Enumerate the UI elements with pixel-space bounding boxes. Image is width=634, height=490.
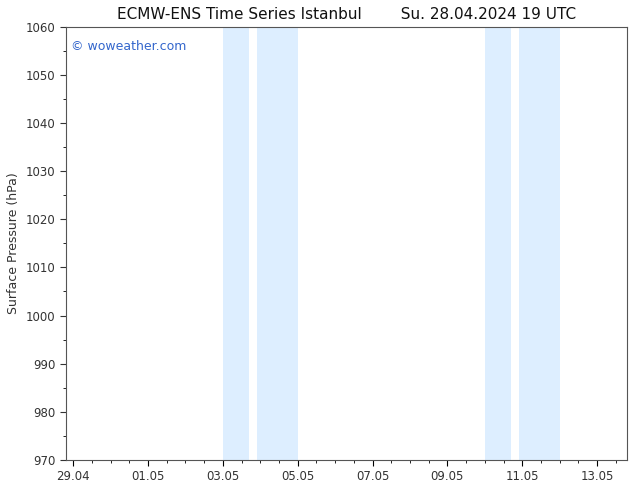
Y-axis label: Surface Pressure (hPa): Surface Pressure (hPa) xyxy=(7,172,20,314)
Title: ECMW-ENS Time Series Istanbul        Su. 28.04.2024 19 UTC: ECMW-ENS Time Series Istanbul Su. 28.04.… xyxy=(117,7,576,22)
Bar xyxy=(485,27,511,460)
Bar xyxy=(223,27,249,460)
Bar xyxy=(519,27,560,460)
Text: © woweather.com: © woweather.com xyxy=(71,40,186,53)
Bar xyxy=(257,27,298,460)
